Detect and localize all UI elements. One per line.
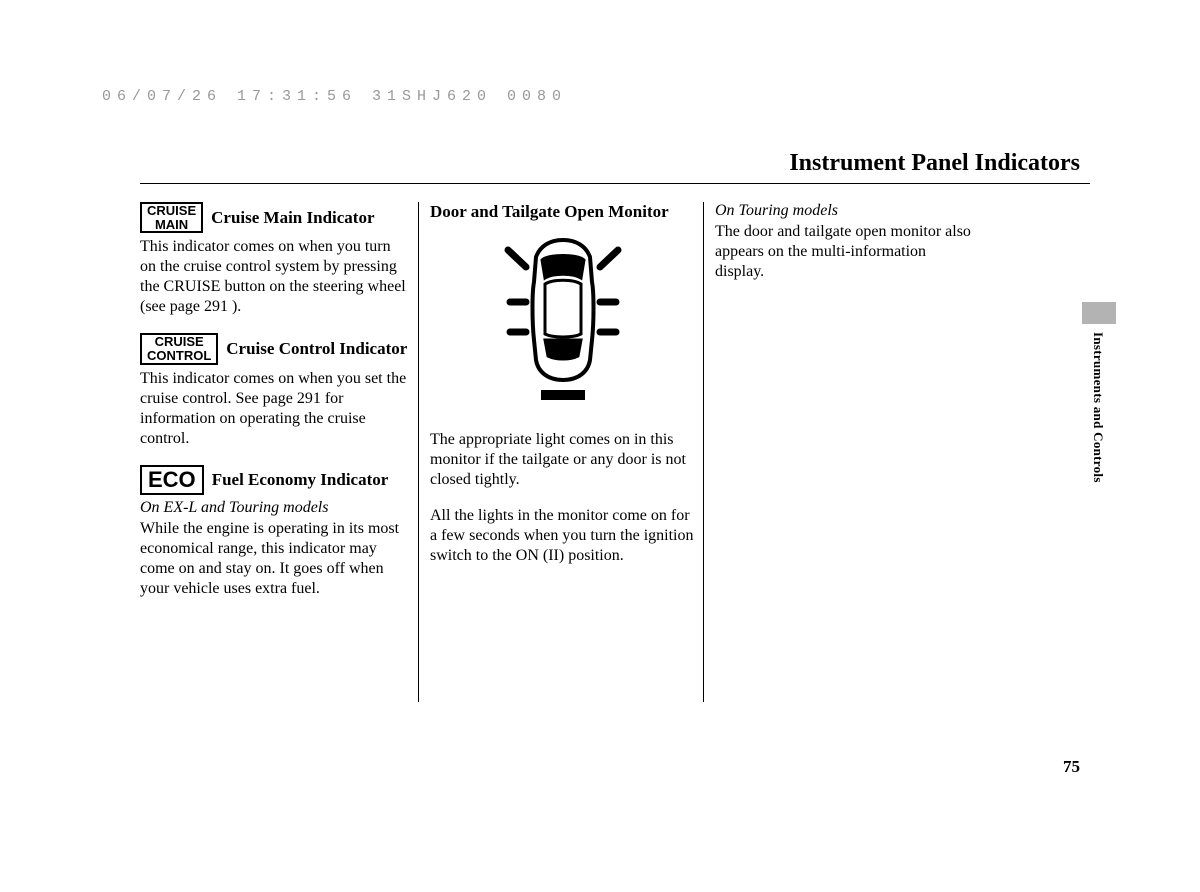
cruise-main-title: Cruise Main Indicator <box>211 208 374 228</box>
door-monitor-diagram <box>430 232 695 412</box>
side-index-tab <box>1082 302 1116 324</box>
header-timestamp-code: 06/07/26 17:31:56 31SHJ620 0080 <box>102 88 567 105</box>
door-monitor-para2: All the lights in the monitor come on fo… <box>430 506 695 566</box>
cruise-main-body: This indicator comes on when you turn on… <box>140 237 410 317</box>
cruise-control-header: CRUISE CONTROL Cruise Control Indicator <box>140 333 410 364</box>
title-rule <box>140 183 1090 184</box>
column-1: CRUISE MAIN Cruise Main Indicator This i… <box>140 202 410 615</box>
eco-header: ECO Fuel Economy Indicator <box>140 465 410 495</box>
eco-title: Fuel Economy Indicator <box>212 470 389 490</box>
col3-body: The door and tailgate open monitor also … <box>715 222 975 282</box>
door-monitor-para1: The appropriate light comes on in this m… <box>430 430 695 490</box>
eco-subtitle: On EX-L and Touring models <box>140 499 410 517</box>
column-2: Door and Tailgate Open Monitor <box>430 202 695 582</box>
col3-subtitle: On Touring models <box>715 202 975 220</box>
page-number: 75 <box>1063 757 1080 777</box>
cruise-control-title: Cruise Control Indicator <box>226 339 407 359</box>
cruise-main-header: CRUISE MAIN Cruise Main Indicator <box>140 202 410 233</box>
content-area: CRUISE MAIN Cruise Main Indicator This i… <box>140 202 1090 732</box>
cruise-control-body: This indicator comes on when you set the… <box>140 369 410 449</box>
column-divider-2 <box>703 202 704 702</box>
door-monitor-title: Door and Tailgate Open Monitor <box>430 202 695 222</box>
cruise-control-box-line2: CONTROL <box>147 348 211 363</box>
column-divider-1 <box>418 202 419 702</box>
column-3: On Touring models The door and tailgate … <box>715 202 975 298</box>
eco-icon: ECO <box>140 465 204 495</box>
page-title: Instrument Panel Indicators <box>140 150 1090 177</box>
eco-body: While the engine is operating in its mos… <box>140 519 410 599</box>
cruise-control-icon: CRUISE CONTROL <box>140 333 218 364</box>
cruise-main-icon: CRUISE MAIN <box>140 202 203 233</box>
side-section-label: Instruments and Controls <box>1090 332 1106 483</box>
cruise-main-box-line2: MAIN <box>155 217 188 232</box>
car-door-diagram-icon <box>478 232 648 407</box>
